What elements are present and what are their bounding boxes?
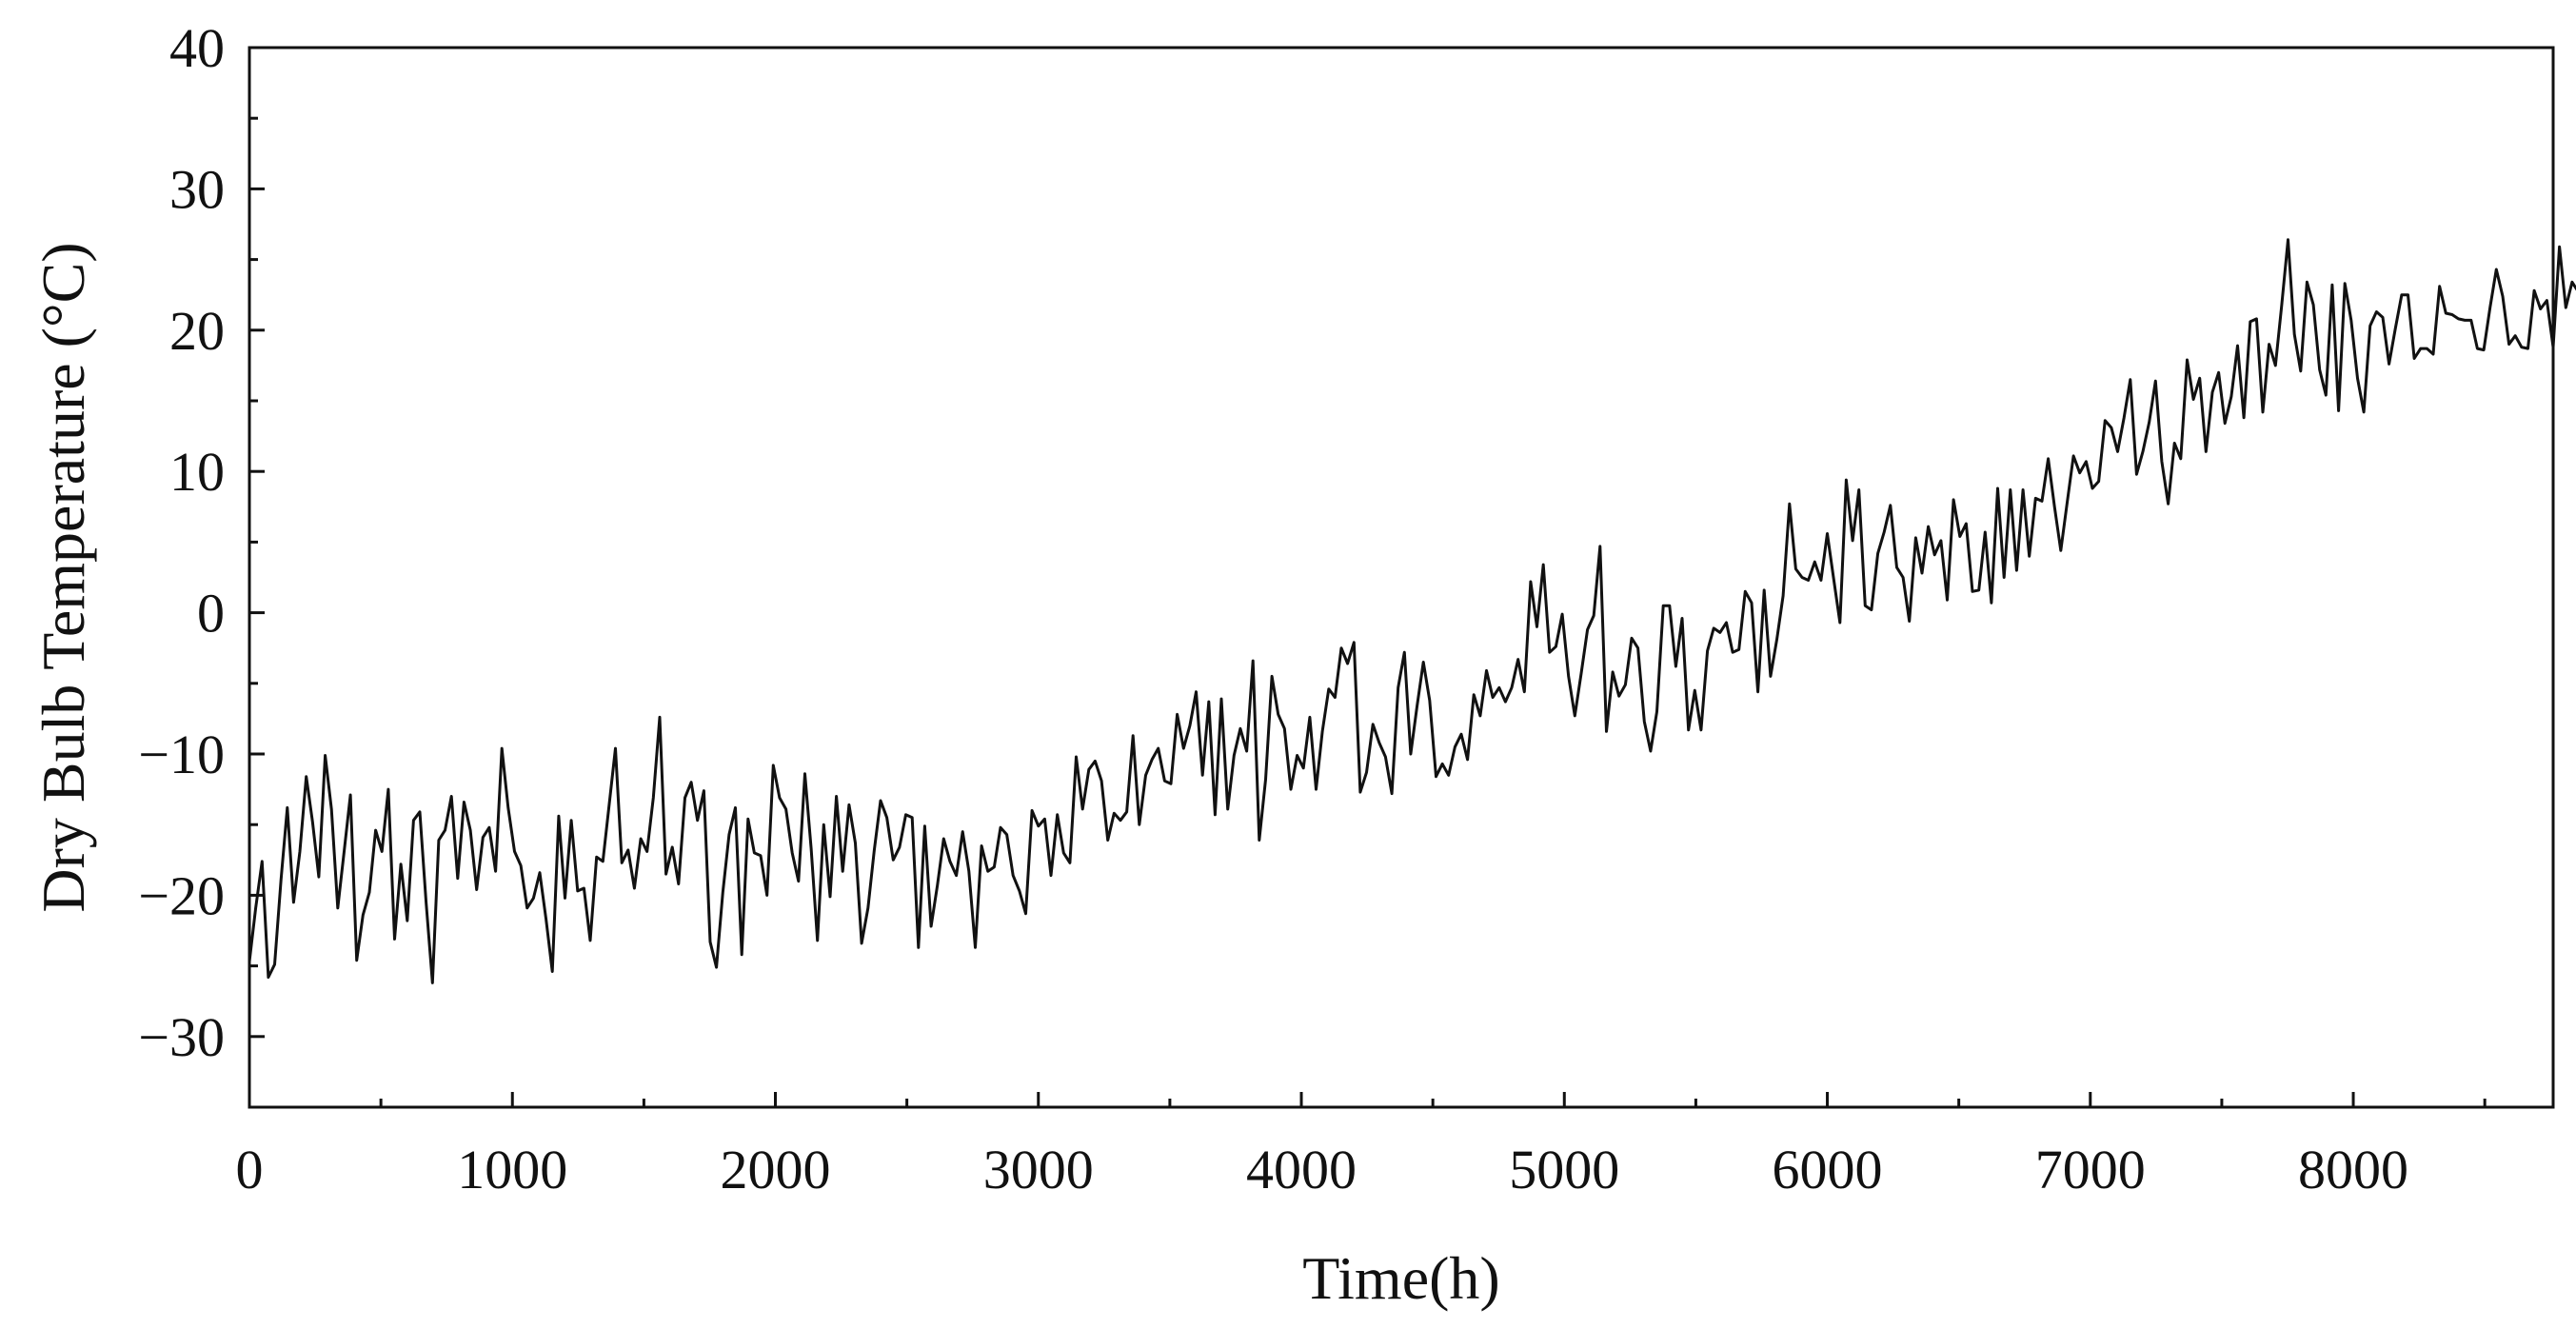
x-tick-label: 1000 [457, 1139, 567, 1200]
x-tick-label: 3000 [983, 1139, 1094, 1200]
y-tick-label: 10 [169, 441, 225, 503]
y-axis-label: Dry Bulb Temperature (°C) [30, 242, 97, 912]
y-tick-label: −20 [138, 864, 225, 926]
series-layer [248, 238, 2576, 984]
x-tick-label: 7000 [2035, 1139, 2146, 1200]
x-tick-label: 5000 [1509, 1139, 1619, 1200]
x-tick-label: 8000 [2298, 1139, 2408, 1200]
tick-labels: 0 1000 2000 3000 4000 5000 6000 7000 8000 −30 −20 −… [138, 17, 2408, 1200]
y-tick-label: 40 [169, 17, 225, 79]
temperature-series-line [248, 238, 2576, 984]
x-tick-label: 6000 [1773, 1139, 1883, 1200]
y-tick-label: 0 [197, 583, 225, 645]
x-tick-label: 2000 [721, 1139, 831, 1200]
plot-background [249, 48, 2553, 1107]
y-tick-label: −10 [138, 724, 225, 785]
y-tick-label: 30 [169, 158, 225, 220]
x-axis-label: Time(h) [1302, 1244, 1499, 1312]
y-tick-label: 20 [169, 300, 225, 362]
x-tick-label: 4000 [1246, 1139, 1357, 1200]
x-tick-label: 0 [236, 1139, 264, 1200]
y-tick-label: −30 [138, 1006, 225, 1068]
plot-frame [248, 46, 2555, 1109]
